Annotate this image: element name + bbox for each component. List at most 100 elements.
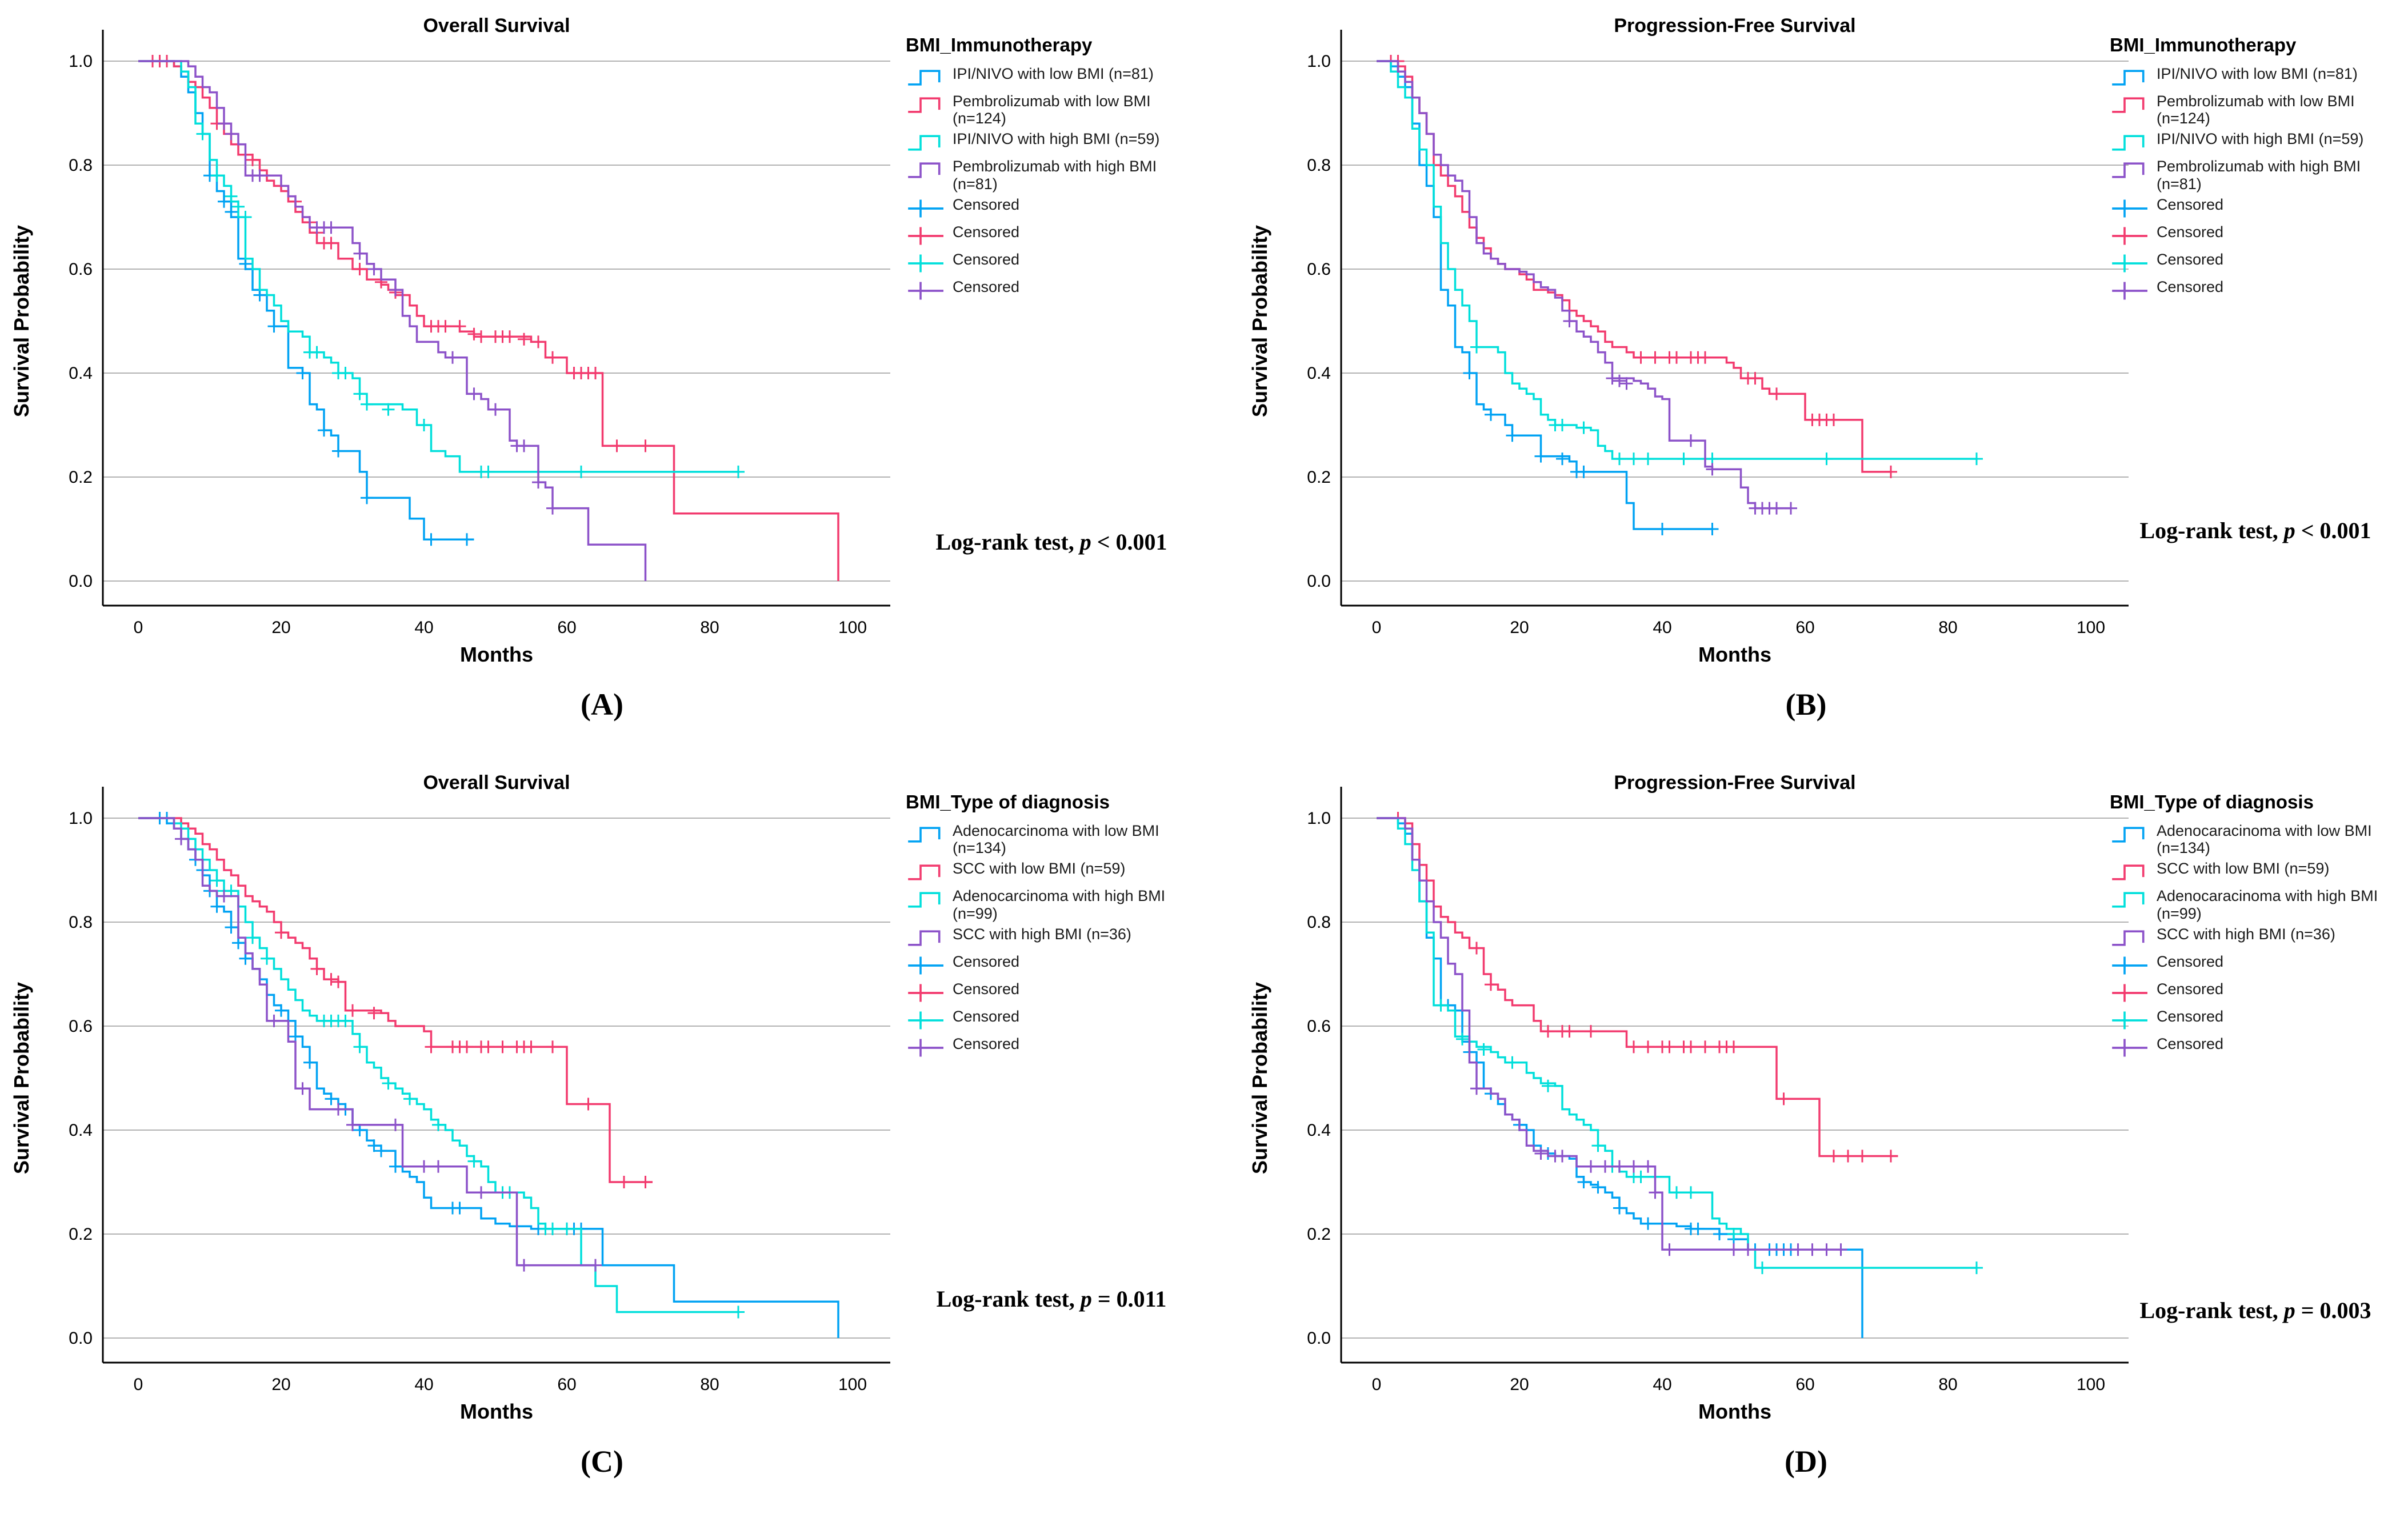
legend-item: IPI/NIVO with high BMI (n=59) [906, 130, 1194, 154]
censor-marks-2 [1434, 999, 1983, 1275]
censored-plus-icon [908, 1039, 943, 1057]
y-axis-title: Survival Probability [1248, 982, 1271, 1174]
series-line-0 [138, 60, 474, 540]
censor-marks-3 [218, 117, 559, 515]
panel-A: 0.0 0.2 0.4 0.6 0.8 1.0 0 20 40 60 80 100 Overall Su… [0, 0, 1204, 757]
panel-letter-D: (D) [1785, 1444, 1827, 1479]
legend-item-label: IPI/NIVO with high BMI (n=59) [2157, 130, 2364, 148]
censored-plus-icon [908, 984, 943, 1002]
legend-item-label: Pembrolizumab with low BMI (n=124) [953, 93, 1151, 127]
y-tick-label: 0.4 [69, 364, 93, 383]
panel-letter-A: (A) [581, 687, 623, 722]
legend-item: SCC with low BMI (n=59) [906, 860, 1194, 884]
censored-plus-icon [2112, 1039, 2147, 1057]
legend-item-label: IPI/NIVO with low BMI (n=81) [953, 65, 1154, 82]
y-tick-label: 0.4 [69, 1121, 93, 1140]
legend: BMI_Immunotherapy IPI/NIVO with low BMI … [906, 34, 1194, 306]
legend-item-label: Censored [953, 980, 1020, 998]
legend-item-label: Adenocaracinoma with low BMI (n=134) [2157, 822, 2372, 857]
series-line-1 [138, 60, 839, 581]
legend-item-label: Censored [2157, 223, 2224, 241]
logrank-text: Log-rank test, [2139, 518, 2284, 543]
legend-item: Pembrolizumab with low BMI (n=124) [906, 93, 1194, 127]
legend-item-censored: Censored [2110, 953, 2398, 977]
x-tick-label: 100 [838, 1375, 867, 1394]
censored-plus-icon [2112, 227, 2147, 245]
legend-item-label: Censored [2157, 195, 2224, 213]
logrank-annotation: Log-rank test, p = 0.011 [889, 1285, 1214, 1312]
legend-item-label: SCC with high BMI (n=36) [953, 925, 1131, 943]
legend-item-label: Pembrolizumab with high BMI (n=81) [953, 158, 1157, 193]
km-chart-pfs-diagnosis: 0.0 0.2 0.4 0.6 0.8 1.0 0 20 40 60 80 100 Progressio… [1248, 772, 2129, 1423]
censor-marks-0 [1442, 999, 1797, 1256]
chart-title: Overall Survival [423, 15, 570, 37]
legend-items: IPI/NIVO with low BMI (n=81) Pembrolizuma… [906, 65, 1194, 302]
censored-plus-icon [908, 227, 943, 245]
logrank-text: Log-rank test, [2139, 1297, 2284, 1323]
legend-items: Adenocarcinoma with low BMI (n=134) SCC w… [906, 822, 1194, 1059]
legend-item-label: Censored [2157, 278, 2224, 295]
censor-marks-1 [1391, 812, 1897, 1163]
legend-item-label: Censored [2157, 1007, 2224, 1025]
x-axis-title: Months [1698, 1400, 1771, 1423]
y-tick-label: 0.8 [1307, 913, 1331, 932]
y-tick-label: 0.8 [69, 156, 93, 175]
series-line-2 [138, 817, 738, 1313]
step-line-icon [2112, 827, 2145, 843]
y-tick-label: 0.0 [69, 1329, 93, 1348]
legend-item-censored: Censored [906, 980, 1194, 1004]
legend-item-label: IPI/NIVO with low BMI (n=81) [2157, 65, 2358, 82]
step-line-icon [2112, 892, 2145, 908]
x-tick-label: 40 [414, 618, 433, 637]
legend: BMI_Type of diagnosis Adenocaracinoma wi… [2110, 791, 2398, 1063]
legend-item-label: SCC with low BMI (n=59) [2157, 860, 2330, 878]
legend-item-label: Adenocarcinoma with high BMI (n=99) [953, 887, 1166, 922]
chart-title: Progression-Free Survival [1614, 772, 1855, 794]
y-tick-label: 1.0 [69, 52, 93, 71]
legend-item-censored: Censored [2110, 980, 2398, 1004]
legend-item: Pembrolizumab with high BMI (n=81) [2110, 158, 2398, 193]
step-line-icon [2112, 70, 2145, 86]
km-chart-pfs-immunotherapy: 0.0 0.2 0.4 0.6 0.8 1.0 0 20 40 60 80 100 Progressio… [1248, 15, 2129, 666]
y-axis-title: Survival Probability [1248, 225, 1271, 417]
y-axis-title: Survival Probability [10, 225, 33, 417]
step-line-icon [908, 892, 941, 908]
x-tick-label: 20 [1510, 618, 1529, 637]
censor-marks-0 [1463, 367, 1719, 535]
legend-item-censored: Censored [2110, 1008, 2398, 1032]
legend-item-label: Censored [2157, 250, 2224, 268]
y-tick-label: 0.6 [1307, 1017, 1331, 1036]
panel-letter-C: (C) [581, 1444, 623, 1479]
y-tick-label: 0.0 [69, 572, 93, 591]
legend-item-label: Censored [953, 195, 1020, 213]
legend-item-censored: Censored [906, 953, 1194, 977]
legend-item: SCC with high BMI (n=36) [906, 926, 1194, 950]
censored-plus-icon [908, 956, 943, 975]
x-axis-title: Months [460, 1400, 533, 1423]
x-tick-label: 20 [271, 618, 290, 637]
x-tick-label: 60 [557, 1375, 576, 1394]
censor-marks-2 [182, 832, 745, 1319]
x-tick-label: 80 [700, 618, 719, 637]
logrank-p: p [1079, 529, 1091, 555]
legend-item: SCC with low BMI (n=59) [2110, 860, 2398, 884]
step-line-icon [908, 930, 941, 946]
y-tick-label: 0.0 [1307, 572, 1331, 591]
legend-item-label: Censored [2157, 952, 2224, 970]
x-tick-label: 100 [2077, 618, 2105, 637]
legend: BMI_Type of diagnosis Adenocarcinoma wit… [906, 791, 1194, 1063]
step-line-icon [2112, 162, 2145, 179]
legend-title: BMI_Immunotherapy [906, 34, 1093, 55]
y-tick-label: 0.2 [69, 1225, 93, 1244]
x-tick-label: 40 [1653, 1375, 1671, 1394]
censor-marks-1 [275, 926, 652, 1188]
x-tick-label: 60 [1795, 618, 1814, 637]
censored-plus-icon [2112, 199, 2147, 218]
y-tick-label: 0.0 [1307, 1329, 1331, 1348]
panel-C: 0.0 0.2 0.4 0.6 0.8 1.0 0 20 40 60 80 100 Overall Su… [0, 757, 1204, 1514]
km-chart-overall-survival-diagnosis: 0.0 0.2 0.4 0.6 0.8 1.0 0 20 40 60 80 100 Overall Su… [10, 772, 890, 1423]
series-line-1 [1377, 817, 1898, 1157]
censor-marks-3 [1563, 315, 1797, 515]
logrank-text: Log-rank test, [936, 1286, 1081, 1312]
